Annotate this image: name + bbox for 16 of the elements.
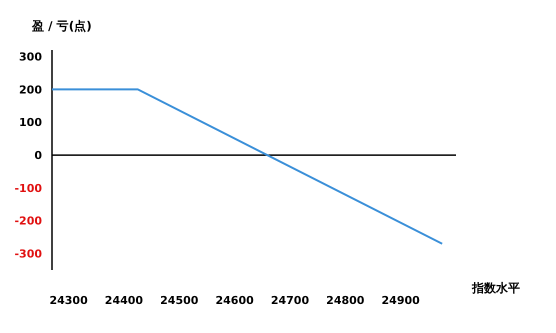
y-tick-label: 100 [19,116,42,130]
x-tick-label: 24700 [270,294,310,307]
x-axis-title: 指数水平 [471,281,520,295]
x-tick-label: 24900 [382,294,420,307]
y-tick-label: 200 [19,83,42,96]
x-tick-label: 24600 [215,294,254,307]
y-tick-label: 0 [34,148,42,162]
y-tick-label: -200 [14,214,42,228]
x-tick-label: 24800 [326,294,365,307]
x-tick-label: 24300 [49,294,88,307]
x-tick-label: 24500 [160,294,199,307]
y-tick-label: -100 [14,182,42,195]
y-axis-title: 盈 / 亏(点) [31,19,92,33]
y-tick-label: 300 [19,50,42,64]
x-tick-label: 24400 [104,294,144,307]
y-tick-label: -300 [14,247,42,260]
